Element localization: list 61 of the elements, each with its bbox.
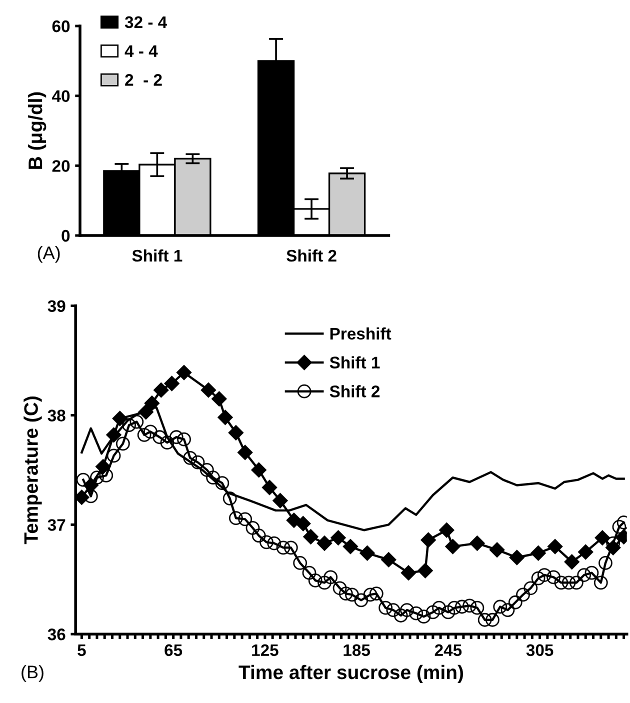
- legend-label: Shift 1: [330, 356, 380, 368]
- y-tick-label: 60: [52, 20, 70, 32]
- point: [342, 538, 358, 554]
- x-tick-label: 185: [344, 644, 370, 656]
- y-tick-label: 37: [48, 519, 66, 531]
- point: [594, 530, 610, 546]
- point: [445, 538, 460, 554]
- point: [564, 554, 580, 570]
- point: [330, 530, 346, 546]
- x-tick-label: 5: [78, 644, 86, 656]
- point: [381, 552, 396, 568]
- legend-label: 4 - 4: [124, 45, 158, 57]
- y-axis-title: B (μg/dl): [28, 92, 46, 169]
- legend-label: 2 - 2: [125, 74, 162, 86]
- text: (A): [38, 246, 60, 263]
- y-tick-label: 0: [62, 230, 70, 242]
- point: [251, 462, 266, 478]
- point: [200, 382, 216, 398]
- point: [420, 532, 436, 548]
- legend-label: Preshift: [330, 327, 392, 340]
- point: [164, 376, 180, 392]
- x-tick-label: 245: [434, 644, 462, 656]
- legend-label: 32 - 4: [124, 16, 168, 28]
- point: [303, 529, 318, 544]
- point: [176, 364, 192, 380]
- point: [112, 410, 128, 426]
- x-tick-label: 125: [252, 644, 278, 656]
- point: [262, 480, 278, 496]
- x-axis-title: Time after sucrose (min): [238, 664, 464, 684]
- x-tick-label: 305: [526, 644, 554, 656]
- y-tick-label: 40: [52, 90, 70, 102]
- point: [548, 538, 563, 554]
- point: [272, 493, 288, 508]
- point: [238, 444, 253, 460]
- point: [489, 542, 505, 558]
- point: [316, 536, 332, 551]
- y-tick-label: 20: [52, 160, 70, 172]
- point: [296, 516, 311, 532]
- y-tick-label: 39: [48, 300, 66, 312]
- point: [76, 490, 90, 505]
- point: [578, 544, 594, 560]
- point: [228, 425, 244, 440]
- point: [106, 427, 122, 443]
- y-tick-label: 36: [48, 628, 66, 640]
- legend-label: Shift 2: [330, 385, 380, 398]
- point: [530, 546, 546, 561]
- point: [509, 550, 524, 566]
- point: [138, 404, 154, 420]
- y-tick-label: 38: [48, 410, 66, 422]
- point: [360, 546, 375, 561]
- point: [400, 565, 416, 580]
- point: [470, 536, 485, 551]
- point: [212, 391, 227, 406]
- text: (B): [22, 665, 44, 682]
- x-tick-label: 65: [164, 644, 182, 656]
- point: [439, 522, 454, 538]
- point: [218, 410, 233, 425]
- y-axis-title: Temperature (C): [24, 396, 42, 544]
- point: [144, 396, 160, 411]
- point: [418, 563, 433, 578]
- point: [154, 382, 169, 398]
